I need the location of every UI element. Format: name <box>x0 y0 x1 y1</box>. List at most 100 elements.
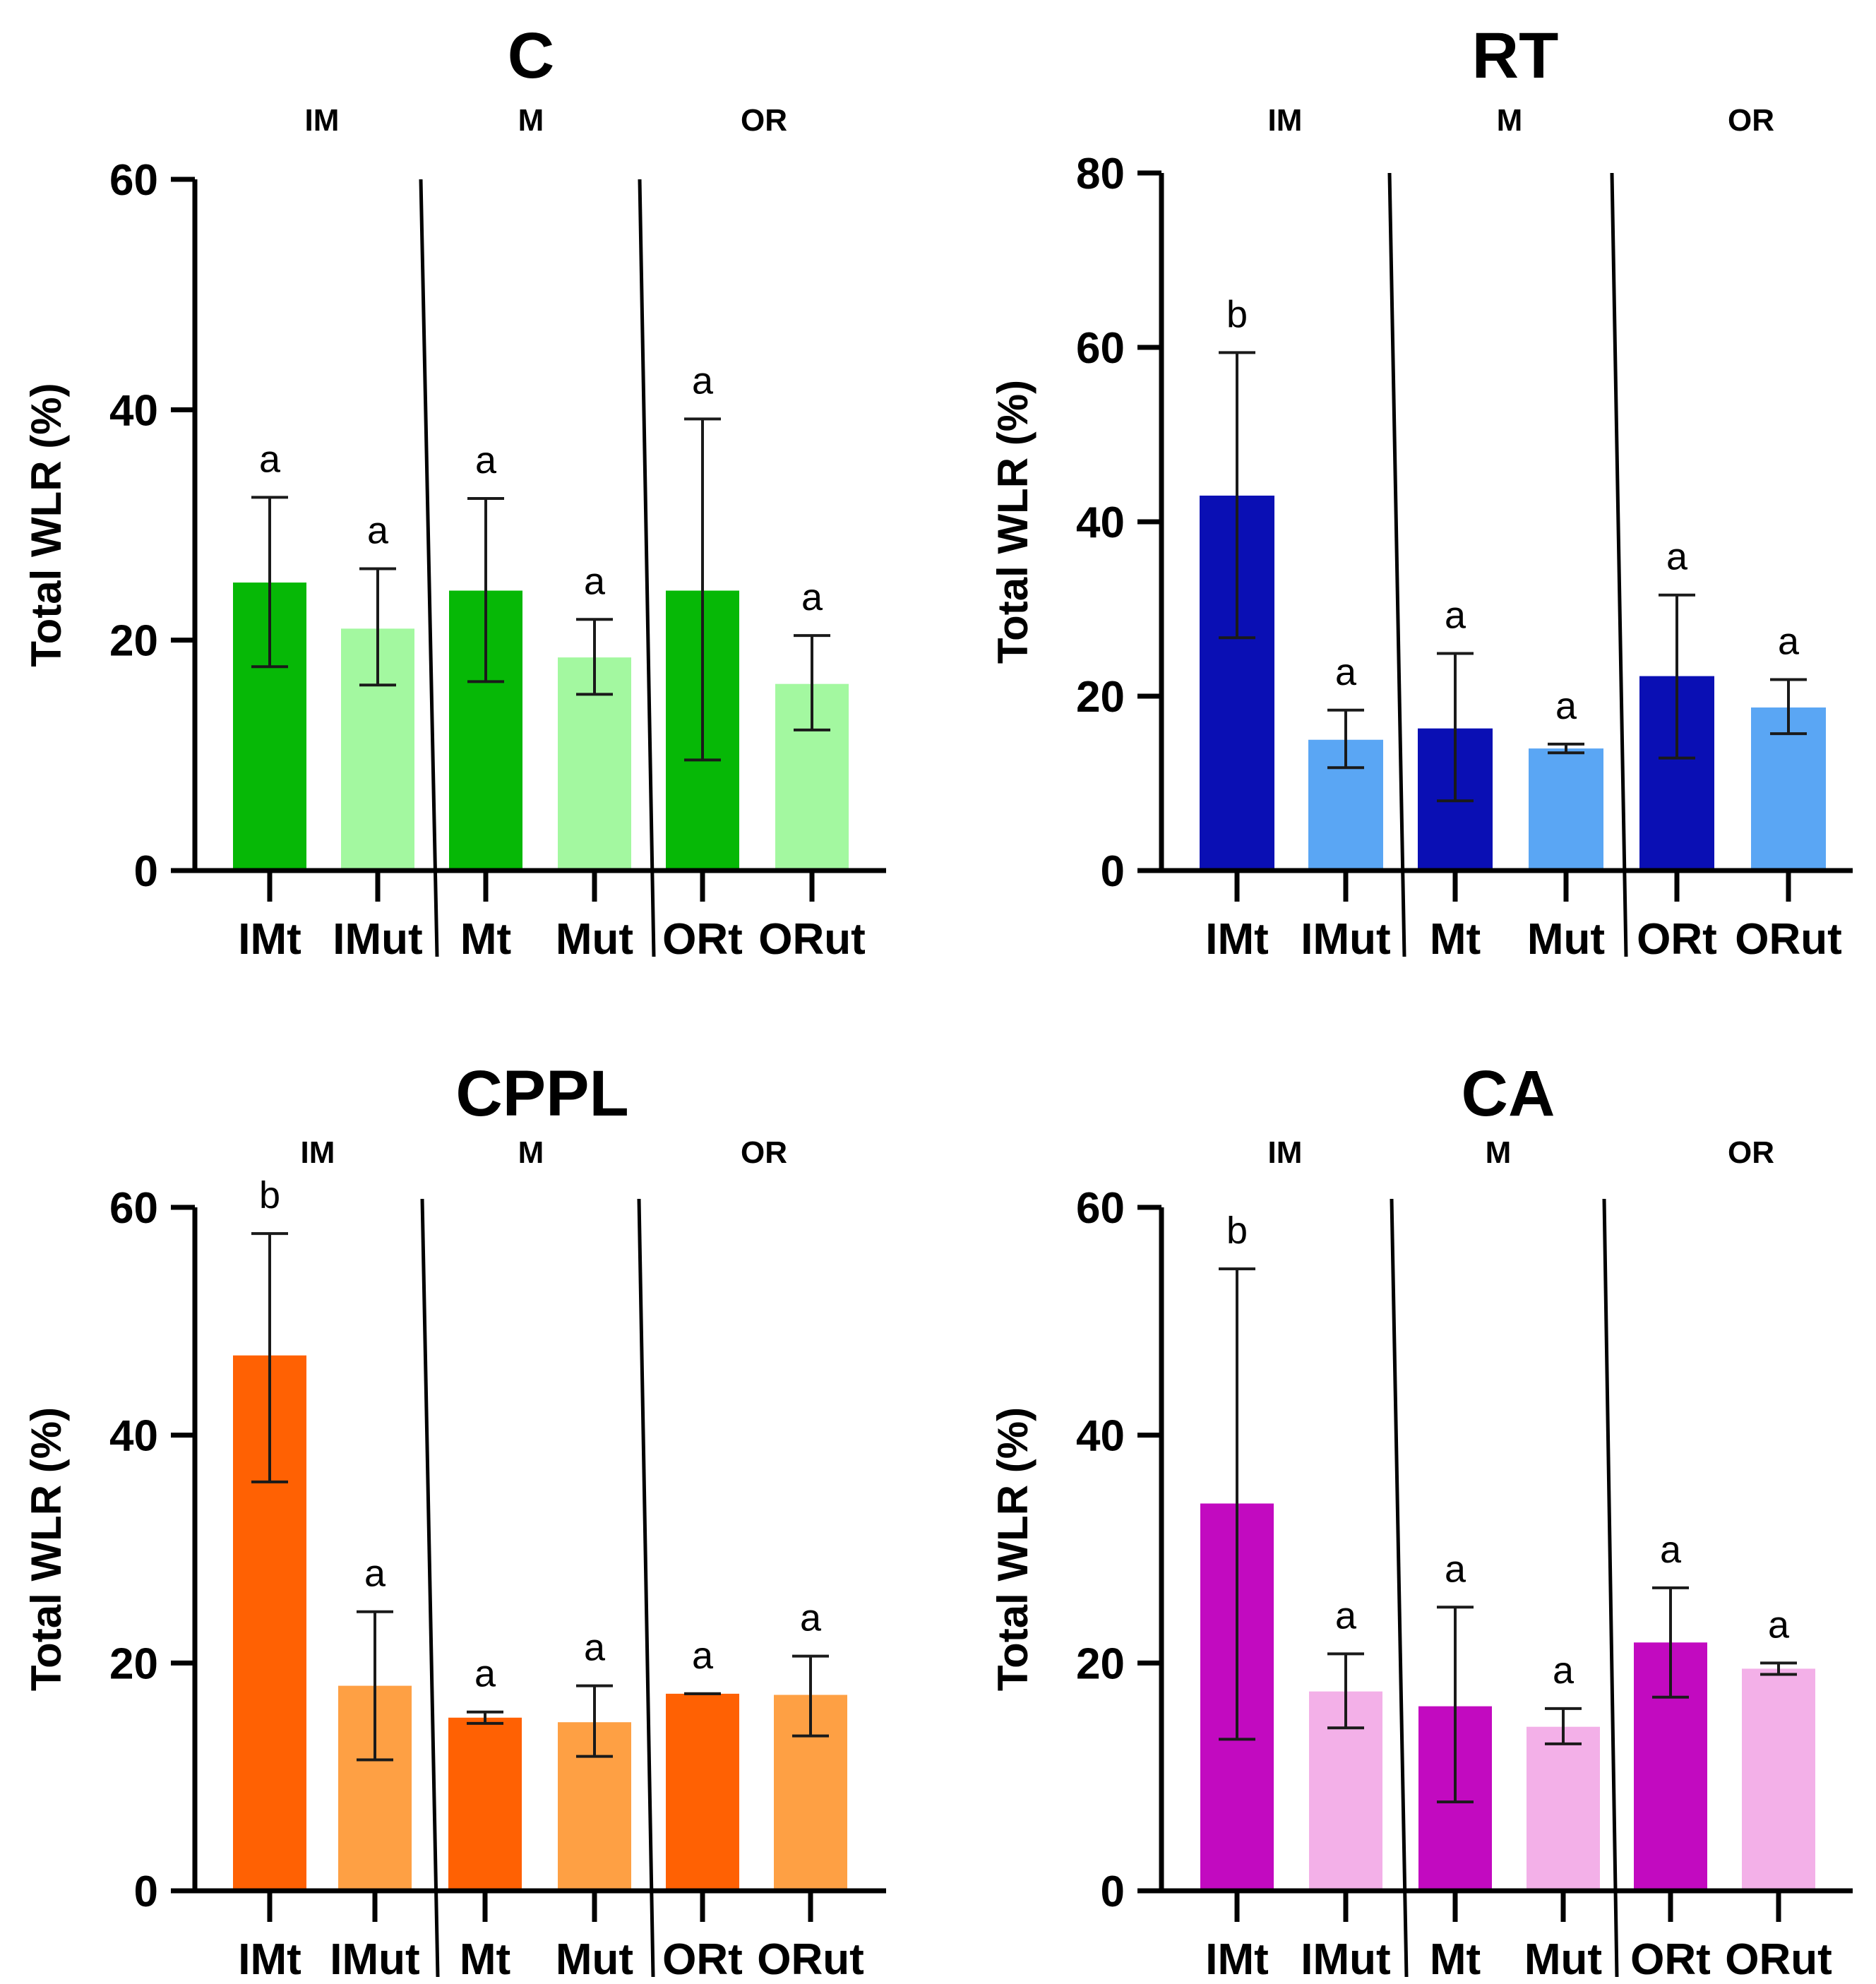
y-tick-label: 20 <box>1076 1639 1125 1688</box>
x-tick-label: Mt <box>460 1935 510 1984</box>
significance-label: a <box>1335 1594 1357 1637</box>
x-tick-label: Mt <box>460 915 511 964</box>
bar-mt <box>448 1717 522 1891</box>
x-tick-label: IMt <box>1205 915 1269 964</box>
y-tick-label: 40 <box>109 386 158 435</box>
bar-orut <box>1742 1668 1815 1891</box>
group-divider <box>638 179 656 957</box>
y-axis-label: Total WLR (%) <box>989 1407 1036 1691</box>
y-tick-label: 20 <box>109 1639 158 1688</box>
group-divider <box>1610 172 1628 957</box>
group-label: IM <box>305 103 340 138</box>
chart-panel-ca: CA IM M OR Total WLR (%) b a a a a a 0 20 40 60 IMt IMut… <box>989 1058 1853 1984</box>
group-divider <box>1602 1198 1619 1978</box>
y-tick-label: 20 <box>1076 673 1125 722</box>
y-tick-label: 60 <box>109 1184 158 1233</box>
significance-label: a <box>1778 621 1800 663</box>
group-label: M <box>1486 1135 1512 1170</box>
y-axis-label: Total WLR (%) <box>23 383 70 667</box>
significance-label: a <box>800 1597 822 1639</box>
x-tick-label: ORut <box>1735 915 1842 964</box>
significance-label: a <box>584 1627 606 1669</box>
x-tick-label: IMut <box>1301 915 1390 964</box>
group-label: IM <box>1268 1135 1303 1170</box>
x-tick-label: ORt <box>662 915 743 964</box>
significance-label: b <box>1226 293 1248 335</box>
group-divider <box>1390 1198 1409 1978</box>
chart-title: CA <box>1462 1058 1555 1130</box>
x-tick-label: Mut <box>1524 1935 1602 1984</box>
x-tick-label: ORt <box>1637 915 1717 964</box>
x-tick-label: IMt <box>238 1935 301 1984</box>
x-tick-label: Mut <box>556 915 633 964</box>
x-tick-label: ORut <box>758 915 866 964</box>
significance-label: a <box>367 510 389 552</box>
x-tick-label: Mut <box>556 1935 633 1984</box>
significance-label: a <box>475 439 497 482</box>
significance-label: b <box>259 1174 280 1217</box>
significance-label: a <box>1660 1529 1682 1571</box>
bar-mut <box>1527 1726 1600 1891</box>
significance-label: a <box>474 1653 496 1695</box>
significance-label: a <box>1555 685 1577 727</box>
y-axis-label: Total WLR (%) <box>23 1407 70 1691</box>
significance-label: a <box>1768 1603 1790 1646</box>
x-tick-label: Mt <box>1430 915 1481 964</box>
x-tick-label: Mt <box>1430 1935 1481 1984</box>
x-tick-label: ORut <box>1725 1935 1832 1984</box>
significance-label: a <box>1445 1548 1466 1590</box>
chart-title: C <box>508 20 554 92</box>
group-divider <box>1387 172 1406 957</box>
y-tick-label: 0 <box>1101 847 1125 896</box>
bar-ort <box>666 1693 739 1891</box>
y-tick-label: 40 <box>109 1412 158 1461</box>
significance-label: a <box>1553 1649 1575 1692</box>
group-label: OR <box>741 1135 787 1170</box>
x-tick-label: IMt <box>238 915 301 964</box>
significance-label: a <box>1666 536 1688 578</box>
significance-label: a <box>801 576 823 618</box>
x-tick-label: IMt <box>1205 1935 1269 1984</box>
group-divider <box>637 1198 655 1978</box>
bar-mut <box>1529 748 1603 871</box>
group-divider <box>420 1198 440 1978</box>
significance-label: a <box>1445 594 1466 636</box>
y-tick-label: 40 <box>1076 1412 1125 1461</box>
group-label: OR <box>1728 1135 1774 1170</box>
group-label: OR <box>1728 103 1774 138</box>
significance-label: a <box>259 438 281 480</box>
significance-label: a <box>692 1635 714 1677</box>
x-tick-label: IMut <box>333 915 422 964</box>
y-tick-label: 0 <box>134 1868 158 1916</box>
y-tick-label: 60 <box>109 156 158 205</box>
x-tick-label: ORt <box>1630 1935 1711 1984</box>
x-tick-label: ORt <box>662 1935 743 1984</box>
chart-title: RT <box>1472 20 1559 92</box>
chart-title: CPPL <box>455 1058 628 1130</box>
y-tick-label: 60 <box>1076 1184 1125 1233</box>
significance-label: a <box>584 560 606 602</box>
y-tick-label: 20 <box>109 617 158 666</box>
group-label: IM <box>301 1135 335 1170</box>
group-label: OR <box>741 103 787 138</box>
y-tick-label: 0 <box>134 847 158 896</box>
y-tick-label: 0 <box>1101 1868 1125 1916</box>
x-tick-label: IMut <box>1301 1935 1390 1984</box>
significance-label: b <box>1226 1209 1248 1252</box>
y-tick-label: 40 <box>1076 498 1125 547</box>
y-tick-label: 60 <box>1076 324 1125 373</box>
x-tick-label: IMut <box>330 1935 419 1984</box>
chart-panel-c: C IM M OR Total WLR (%) a a a a a a 0 20 40 60 IMt IMut M… <box>23 20 886 964</box>
group-label: IM <box>1268 103 1303 138</box>
x-tick-label: Mut <box>1527 915 1605 964</box>
chart-panel-cppl: CPPL IM M OR Total WLR (%) b a a a a a 0 20 40 60 IMt IM… <box>23 1058 886 1984</box>
group-label: M <box>518 103 544 138</box>
group-divider <box>419 179 439 957</box>
group-label: M <box>1497 103 1523 138</box>
significance-label: a <box>1335 651 1357 693</box>
x-tick-label: ORut <box>757 1935 864 1984</box>
y-tick-label: 80 <box>1076 150 1125 198</box>
significance-label: a <box>364 1553 386 1595</box>
chart-panel-rt: RT IM M OR Total WLR (%) b a a a a a 0 20 40 60 80 IMt IM… <box>989 20 1853 964</box>
